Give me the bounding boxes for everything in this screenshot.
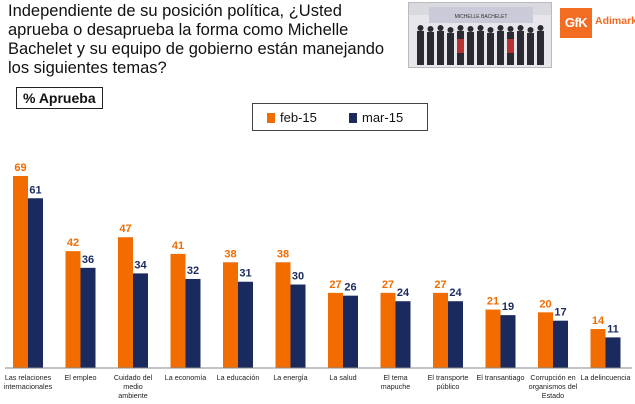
data-label-mar-7: 24 <box>397 287 410 299</box>
data-label-feb-7: 27 <box>382 279 394 291</box>
bar-feb-1 <box>65 251 81 368</box>
category-label-11: La delincuencia <box>581 373 631 382</box>
question-text: Independiente de su posición política, ¿… <box>8 2 385 77</box>
data-label-feb-8: 27 <box>434 279 446 291</box>
category-label-0: Las relaciones internacionales <box>4 373 53 391</box>
data-label-mar-0: 61 <box>29 184 41 196</box>
bar-mar-1 <box>80 267 96 368</box>
data-label-mar-8: 24 <box>449 287 462 299</box>
legend-label-mar: mar-15 <box>362 110 404 125</box>
bar-mar-3 <box>185 278 201 368</box>
bar-mar-6 <box>343 295 358 368</box>
data-label-mar-9: 19 <box>502 301 514 313</box>
data-label-mar-5: 30 <box>292 271 304 283</box>
category-label-6: La salud <box>329 373 356 382</box>
bar-mar-10 <box>553 320 568 368</box>
category-label-4: La educación <box>217 373 260 382</box>
bar-mar-8 <box>448 301 463 368</box>
data-label-mar-1: 36 <box>82 254 94 266</box>
data-label-mar-11: 11 <box>607 323 619 335</box>
bar-feb-2 <box>118 237 133 368</box>
legend-item-feb: feb-15 <box>267 110 317 125</box>
bar-feb-8 <box>433 292 448 368</box>
category-label-10: Corrupción en organismos del Estado <box>529 373 578 400</box>
photo-illustration: MICHELLE BACHELET <box>409 3 551 67</box>
data-label-feb-3: 41 <box>172 240 184 252</box>
bar-feb-3 <box>170 253 186 368</box>
data-label-feb-5: 38 <box>277 248 289 260</box>
legend-swatch-mar <box>349 113 357 123</box>
data-label-mar-3: 32 <box>187 265 199 277</box>
bar-feb-0 <box>13 176 28 368</box>
bar-feb-10 <box>538 312 553 368</box>
legend-item-mar: mar-15 <box>349 110 403 125</box>
category-label-3: La economía <box>165 373 207 382</box>
bar-feb-6 <box>328 292 343 368</box>
legend-label-feb: feb-15 <box>280 110 317 125</box>
category-label-9: El transantiago <box>477 373 525 382</box>
data-label-feb-0: 69 <box>14 162 26 174</box>
bar-mar-2 <box>133 273 148 368</box>
bar-feb-11 <box>590 329 606 368</box>
data-label-mar-6: 26 <box>344 282 356 294</box>
data-label-feb-10: 20 <box>539 298 551 310</box>
category-label-1: El empleo <box>65 373 97 382</box>
bar-feb-4 <box>223 262 238 368</box>
category-label-2: Cuidado del medio ambiente <box>114 373 153 400</box>
data-label-feb-9: 21 <box>487 296 499 308</box>
data-label-feb-1: 42 <box>67 237 79 249</box>
photo-banner-text: MICHELLE BACHELET <box>455 14 508 20</box>
bar-mar-11 <box>605 337 621 368</box>
data-label-feb-2: 47 <box>119 223 131 235</box>
category-label-8: El transporte público <box>428 373 469 391</box>
chart-legend: feb-15 mar-15 <box>252 103 428 131</box>
bar-mar-7 <box>395 301 411 368</box>
metric-label: % Aprueba <box>16 87 103 109</box>
government-photo: MICHELLE BACHELET <box>408 2 552 68</box>
data-label-feb-4: 38 <box>224 248 236 260</box>
gfk-logo-mark: GfK <box>560 8 592 38</box>
bar-mar-4 <box>238 281 253 368</box>
legend-swatch-feb <box>267 113 275 123</box>
category-label-5: La energía <box>273 373 307 382</box>
adimark-logo-text: Adimark <box>595 15 635 27</box>
bar-feb-7 <box>380 292 396 368</box>
data-label-feb-11: 14 <box>592 315 605 327</box>
bar-mar-0 <box>28 198 43 368</box>
bar-feb-9 <box>485 309 501 368</box>
gfk-adimark-logo: GfK Adimark <box>560 6 635 40</box>
bar-mar-9 <box>500 315 516 368</box>
bar-feb-5 <box>275 262 291 368</box>
data-label-mar-4: 31 <box>239 268 251 280</box>
data-label-mar-2: 34 <box>134 259 147 271</box>
bar-mar-5 <box>290 284 306 368</box>
category-label-7: El tema mapuche <box>381 373 411 391</box>
data-label-feb-6: 27 <box>329 279 341 291</box>
data-label-mar-10: 17 <box>554 307 566 319</box>
